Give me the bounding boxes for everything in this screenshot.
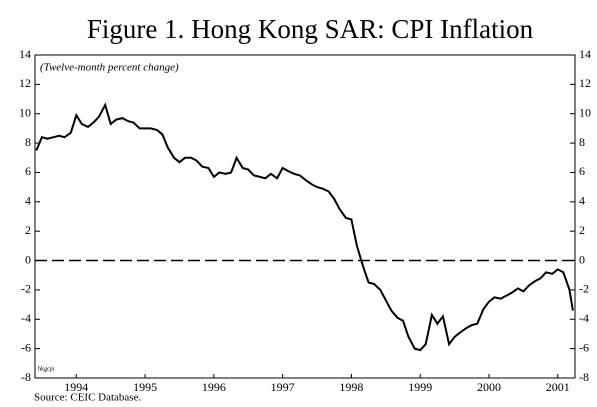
y2-tick-label: 14	[579, 47, 591, 61]
x-tick-label: 2000	[477, 380, 501, 394]
y-tick-label: -8	[21, 370, 31, 384]
y-tick-label: 10	[19, 105, 31, 119]
chart-title: Figure 1. Hong Kong SAR: CPI Inflation	[87, 14, 534, 44]
y-tick-label: 12	[19, 76, 31, 90]
x-tick-label: 1998	[339, 380, 363, 394]
y-tick-label: 6	[25, 164, 31, 178]
y-tick-label: -6	[21, 340, 31, 354]
x-tick-label: 1995	[133, 380, 157, 394]
y2-tick-label: 4	[579, 194, 585, 208]
y-tick-label: 4	[25, 194, 31, 208]
y2-tick-label: 8	[579, 135, 585, 149]
y2-tick-label: -4	[579, 311, 589, 325]
chart-subtitle: (Twelve-month percent change)	[40, 62, 179, 74]
source-note: Source: CEIC Database.	[34, 392, 141, 404]
x-tick-label: 2001	[546, 380, 570, 394]
y2-tick-label: -8	[579, 370, 589, 384]
y-tick-label: 14	[19, 47, 31, 61]
y2-tick-label: 6	[579, 164, 585, 178]
y-tick-label: 8	[25, 135, 31, 149]
y-tick-label: 2	[25, 223, 31, 237]
x-tick-label: 1999	[408, 380, 432, 394]
annotation: hkgcpi	[38, 366, 55, 372]
y2-tick-label: -6	[579, 340, 589, 354]
y-tick-label: -4	[21, 311, 31, 325]
x-tick-label: 1997	[271, 380, 295, 394]
y2-tick-label: -2	[579, 282, 589, 296]
x-tick-label: 1994	[64, 380, 88, 394]
plot-frame	[34, 54, 576, 379]
y-tick-label: -2	[21, 282, 31, 296]
y2-tick-label: 2	[579, 223, 585, 237]
y2-tick-label: 0	[579, 252, 585, 266]
y-tick-label: 0	[25, 252, 31, 266]
data-line	[35, 102, 574, 352]
y2-tick-label: 10	[579, 105, 591, 119]
y2-tick-label: 12	[579, 76, 591, 90]
x-tick-label: 1996	[202, 380, 226, 394]
